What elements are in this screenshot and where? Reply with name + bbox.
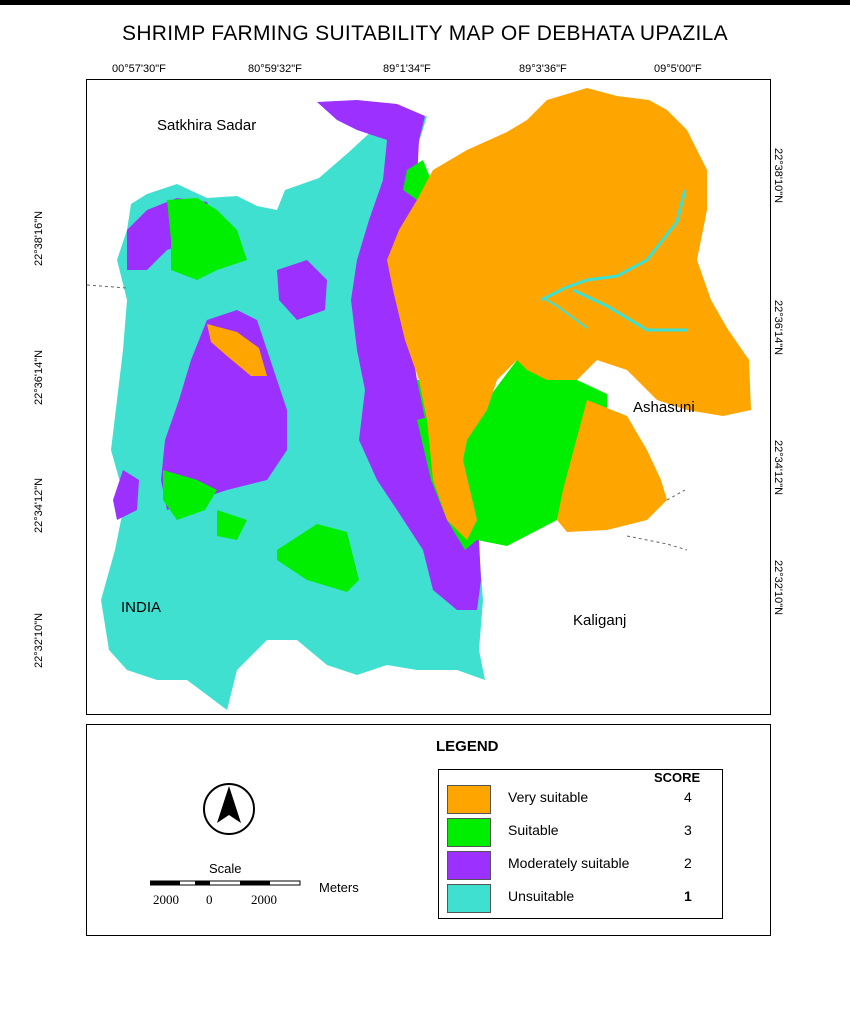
legend-swatch-unsuitable bbox=[447, 884, 491, 913]
top-rule bbox=[0, 0, 850, 5]
zone-very-suitable bbox=[207, 324, 267, 376]
legend-score: 1 bbox=[684, 888, 692, 904]
legend-score-header: SCORE bbox=[654, 770, 701, 785]
longitude-label: 00°57'30"F bbox=[112, 63, 166, 75]
scale-tick: 2000 bbox=[153, 892, 179, 907]
boundary-line bbox=[87, 284, 128, 289]
legend-label: Unsuitable bbox=[508, 888, 575, 904]
legend-swatch-moderately-suitable bbox=[447, 851, 491, 880]
legend-box bbox=[438, 769, 723, 919]
latitude-label: 22°36'14"N bbox=[33, 349, 45, 405]
boundary-line bbox=[626, 535, 688, 551]
river-channel bbox=[540, 189, 687, 302]
zone-moderately-suitable bbox=[113, 470, 139, 520]
legend-label: Moderately suitable bbox=[508, 855, 630, 871]
zone-suitable bbox=[217, 510, 247, 540]
place-label: Kaliganj bbox=[573, 612, 627, 629]
legend-score: 2 bbox=[684, 855, 692, 871]
zone-suitable bbox=[163, 470, 217, 520]
legend-swatch-suitable bbox=[447, 818, 491, 847]
latitude-label: 22°34'12"N bbox=[33, 477, 45, 533]
latitude-label: 22°32'10"N bbox=[772, 560, 784, 616]
boundary-line bbox=[666, 489, 686, 501]
legend-score: 4 bbox=[684, 789, 692, 805]
longitude-label: 89°3'36"F bbox=[519, 63, 567, 75]
place-label: INDIA bbox=[121, 599, 162, 616]
suitability-map bbox=[87, 88, 751, 710]
legend-score: 3 bbox=[684, 822, 692, 838]
place-label: Satkhira Sadar bbox=[157, 117, 257, 134]
scale-unit: Meters bbox=[319, 880, 359, 895]
legend-title: LEGEND bbox=[436, 738, 499, 755]
scale-tick: 0 bbox=[206, 892, 213, 907]
north-arrow-icon: N bbox=[203, 783, 255, 835]
scale-tick: 2000 bbox=[251, 892, 277, 907]
legend-swatch-very-suitable bbox=[447, 785, 491, 814]
river-channel bbox=[572, 288, 687, 332]
legend-label: Very suitable bbox=[508, 789, 589, 805]
longitude-label: 80°59'32"F bbox=[248, 63, 302, 75]
longitude-label: 89°1'34"F bbox=[383, 63, 431, 75]
place-label: Ashasuni bbox=[633, 399, 695, 416]
legend-panel bbox=[86, 724, 771, 936]
zone-suitable bbox=[167, 198, 247, 280]
river-channel bbox=[542, 297, 588, 329]
latitude-label: 22°38'10"N bbox=[772, 148, 784, 204]
legend-label: Suitable bbox=[508, 822, 559, 838]
scale-title: Scale bbox=[209, 861, 242, 876]
longitude-label: 09°5'00"F bbox=[654, 63, 702, 75]
map-title: SHRIMP FARMING SUITABILITY MAP OF DEBHAT… bbox=[122, 22, 728, 45]
map-canvas bbox=[86, 79, 771, 715]
zone-moderately-suitable bbox=[277, 260, 327, 320]
latitude-label: 22°38'16"N bbox=[33, 210, 45, 266]
latitude-label: 22°32'10"N bbox=[33, 612, 45, 668]
zone-suitable bbox=[277, 524, 359, 592]
latitude-label: 22°34'12"N bbox=[772, 440, 784, 496]
svg-text:N: N bbox=[225, 822, 232, 833]
latitude-label: 22°36'14"N bbox=[772, 300, 784, 356]
zone-very-suitable bbox=[557, 400, 667, 532]
scale-bar bbox=[150, 880, 301, 886]
